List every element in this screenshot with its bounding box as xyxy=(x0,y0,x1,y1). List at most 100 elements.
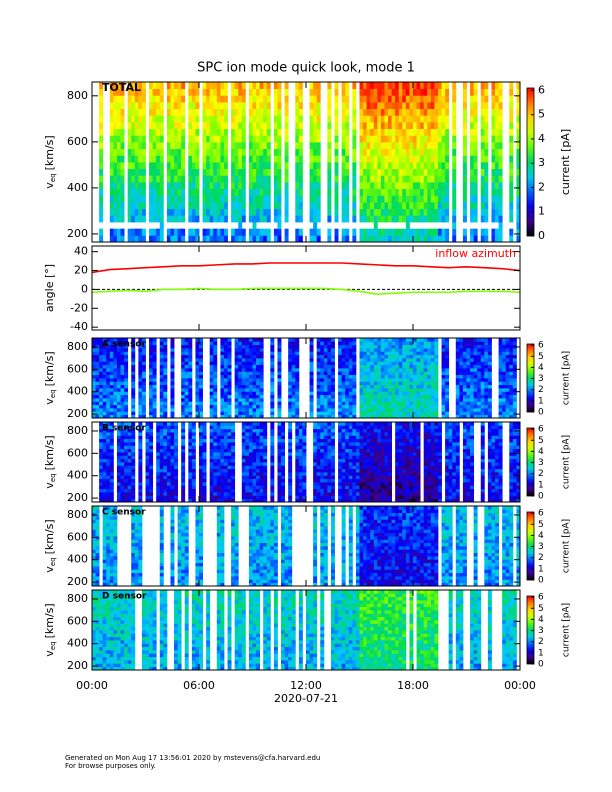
heatmap-cell xyxy=(131,108,136,116)
heatmap-cell xyxy=(348,341,353,346)
heatmap-cell xyxy=(284,195,289,203)
heatmap-cell xyxy=(484,102,489,110)
heatmap-cell xyxy=(259,135,264,143)
heatmap-cell xyxy=(402,195,407,203)
heatmap-cell xyxy=(498,108,503,116)
heatmap-cell xyxy=(330,414,335,419)
heatmap-cell xyxy=(113,162,118,170)
heatmap-cell xyxy=(309,401,314,406)
heatmap-cell xyxy=(184,374,189,379)
heatmap-cell xyxy=(502,344,507,349)
heatmap-cell xyxy=(345,378,350,382)
heatmap-cell xyxy=(498,148,503,156)
heatmap-cell xyxy=(423,401,428,406)
heatmap-cell xyxy=(245,354,250,359)
heatmap-cell xyxy=(149,498,154,503)
heatmap-cell xyxy=(120,468,125,473)
heatmap-cell xyxy=(248,82,253,90)
heatmap-cell xyxy=(174,432,178,436)
heatmap-cell xyxy=(359,388,364,392)
heatmap-cell xyxy=(334,208,339,216)
heatmap-cell xyxy=(359,384,364,389)
heatmap-cell xyxy=(131,432,136,436)
heatmap-cell xyxy=(352,135,357,143)
heatmap-cell xyxy=(141,195,146,203)
heatmap-cell xyxy=(220,374,225,379)
heatmap-cell xyxy=(149,128,154,136)
heatmap-cell xyxy=(402,408,407,412)
heatmap-cell xyxy=(441,108,446,116)
heatmap-cell xyxy=(159,338,164,342)
heatmap-cell xyxy=(441,182,446,190)
heatmap-cell xyxy=(131,122,136,130)
heatmap-cell xyxy=(138,394,143,399)
heatmap-cell xyxy=(345,404,350,409)
heatmap-cell xyxy=(188,368,193,372)
heatmap-cell xyxy=(209,364,214,369)
heatmap-cell xyxy=(152,82,157,90)
heatmap-cell xyxy=(427,401,432,406)
heatmap-cell xyxy=(473,394,478,399)
heatmap-cell xyxy=(152,384,157,389)
heatmap-cell xyxy=(370,208,375,216)
heatmap-cell xyxy=(348,371,353,376)
heatmap-cell xyxy=(145,442,150,446)
heatmap-cell xyxy=(131,128,136,136)
heatmap-cell xyxy=(170,448,175,453)
heatmap-cell xyxy=(109,495,114,500)
heatmap-cell xyxy=(191,435,196,440)
heatmap-cell xyxy=(413,338,417,342)
heatmap-cell xyxy=(480,368,485,372)
heatmap-cell xyxy=(352,344,357,349)
heatmap-cell xyxy=(199,354,203,359)
heatmap-cell xyxy=(405,394,410,399)
heatmap-cell xyxy=(462,401,467,406)
heatmap-cell xyxy=(124,384,129,389)
heatmap-cell xyxy=(462,168,467,176)
heatmap-cell xyxy=(149,88,154,96)
heatmap-cell xyxy=(174,485,178,490)
heatmap-cell xyxy=(430,361,435,366)
heatmap-cell xyxy=(191,452,196,456)
heatmap-cell xyxy=(213,348,218,352)
heatmap-cell xyxy=(359,351,364,356)
heatmap-cell xyxy=(159,142,164,150)
heatmap-cell xyxy=(295,351,300,356)
heatmap-cell xyxy=(341,155,346,163)
heatmap-cell xyxy=(498,351,503,356)
heatmap-cell xyxy=(352,354,357,359)
heatmap-cell xyxy=(191,488,196,493)
heatmap-cell xyxy=(209,455,214,460)
heatmap-cell xyxy=(163,358,168,362)
heatmap-cell xyxy=(498,338,503,342)
heatmap-cell xyxy=(223,235,228,243)
heatmap-cell xyxy=(295,344,300,349)
heatmap-cell xyxy=(427,208,432,216)
heatmap-cell xyxy=(223,88,228,96)
heatmap-cell xyxy=(288,344,293,349)
heatmap-cell xyxy=(420,341,425,346)
heatmap-cell xyxy=(466,381,471,386)
heatmap-cell xyxy=(495,88,499,96)
heatmap-cell xyxy=(388,351,392,356)
heatmap-cell xyxy=(298,182,303,190)
heatmap-cell xyxy=(441,358,446,362)
heatmap-cell xyxy=(502,398,507,402)
heatmap-cell xyxy=(480,381,485,386)
heatmap-cell xyxy=(127,82,132,90)
heatmap-cell xyxy=(177,128,182,136)
heatmap-cell xyxy=(113,102,118,110)
heatmap-cell xyxy=(188,338,193,342)
heatmap-cell xyxy=(181,361,186,366)
heatmap-cell xyxy=(370,354,375,359)
heatmap-cell xyxy=(209,215,214,223)
heatmap-cell xyxy=(149,368,154,372)
heatmap-cell xyxy=(420,195,425,203)
heatmap-cell xyxy=(316,162,321,170)
heatmap-cell xyxy=(491,202,496,210)
heatmap-cell xyxy=(138,408,143,412)
heatmap-cell xyxy=(373,368,378,372)
heatmap-cell xyxy=(366,381,371,386)
heatmap-cell xyxy=(327,398,332,402)
heatmap-cell xyxy=(131,445,136,450)
